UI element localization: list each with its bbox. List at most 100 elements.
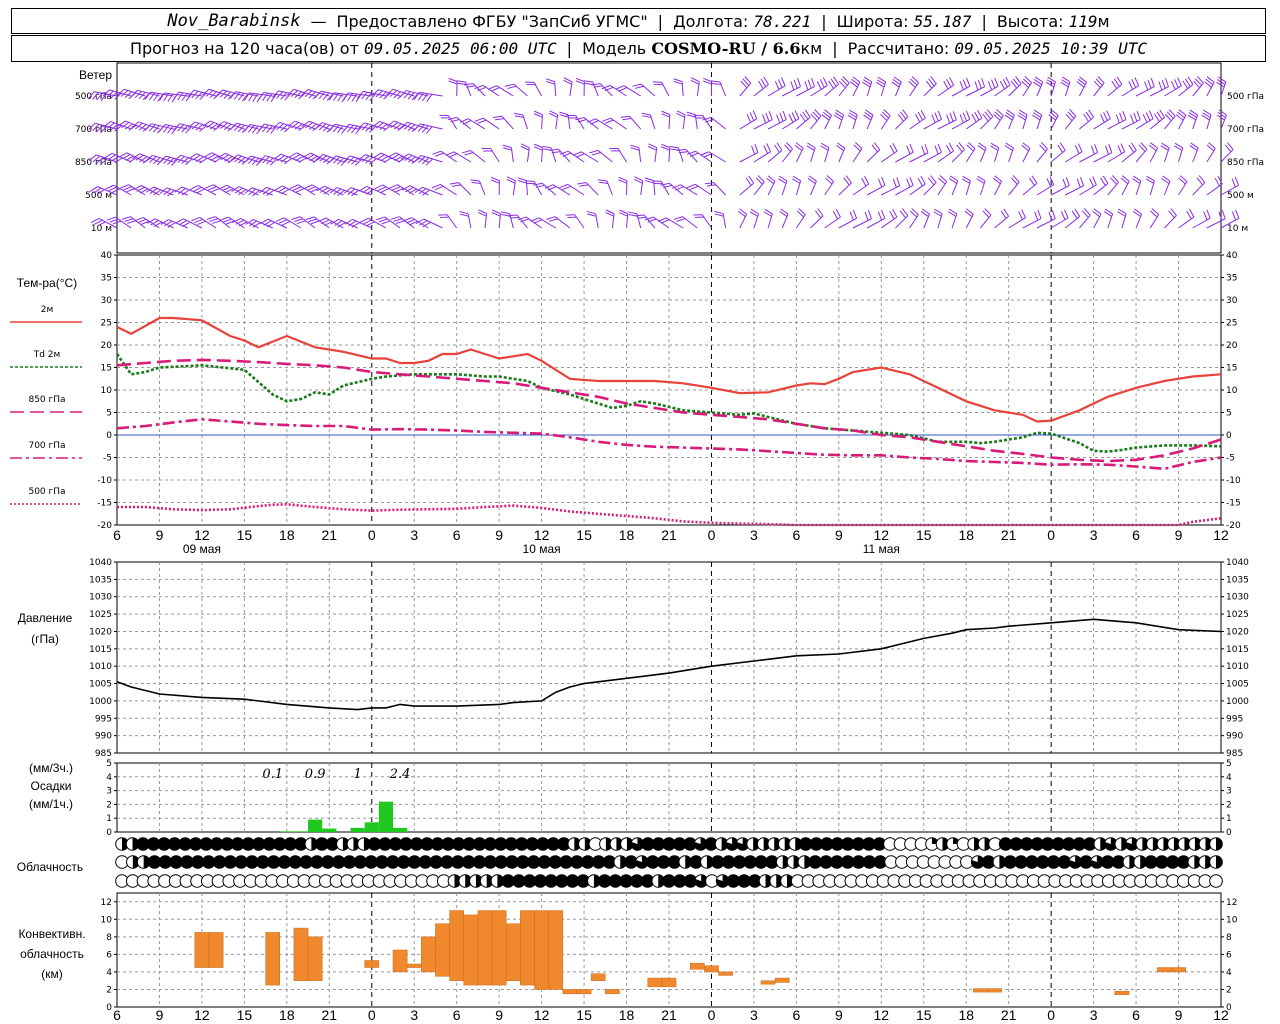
conv-cloud-bar xyxy=(973,988,988,993)
wind-barb-feather xyxy=(544,184,554,189)
conv-cloud-bar xyxy=(987,988,1002,993)
wind-level-label: 500 м xyxy=(85,191,112,201)
wind-barb-feather xyxy=(584,82,594,86)
wind-barb-feather xyxy=(121,216,131,220)
wind-barb-feather xyxy=(764,208,773,215)
cloud-cover-fill xyxy=(1020,837,1033,851)
cloud-cover-fill xyxy=(189,837,202,851)
wind-barb-feather xyxy=(403,217,412,222)
wind-barb-feather xyxy=(233,123,241,132)
wind-barb-feather xyxy=(634,178,643,184)
y-tick-label-right: -10 xyxy=(1226,476,1241,486)
wind-barb-feather xyxy=(173,154,182,162)
cloud-circles xyxy=(115,837,1223,888)
wind-barb-feather xyxy=(231,186,240,192)
cloud-cover-fill xyxy=(440,855,454,869)
wind-barb-feather xyxy=(266,221,276,228)
wind-barb-feather xyxy=(114,157,123,164)
day-label: 09 мая xyxy=(183,542,221,556)
cloud-cover-fill xyxy=(754,855,768,869)
wind-barb-feather xyxy=(784,144,792,152)
wind-barb-feather xyxy=(140,220,150,226)
cloud-cover-fill xyxy=(619,874,633,888)
wind-barb-feather xyxy=(280,156,289,163)
wind-barb-feather xyxy=(1117,145,1123,154)
cloud-cover-fill xyxy=(1144,855,1158,869)
wind-barb-feather xyxy=(1019,109,1028,116)
cloud-cover-fill xyxy=(143,855,150,869)
wind-barb-feather xyxy=(590,120,599,125)
cloud-cover-fill xyxy=(494,855,508,869)
wind-barb-feather xyxy=(790,81,795,91)
wind-barb-feather xyxy=(181,125,189,133)
wind-barb-staff xyxy=(380,152,401,163)
wind-barb-feather xyxy=(1198,175,1206,183)
wind-barb-feather xyxy=(604,119,614,124)
wind-barb-feather xyxy=(915,113,921,123)
wind-barb-feather xyxy=(305,216,315,221)
wind-barb-feather xyxy=(373,152,382,159)
wind-barb-feather xyxy=(1006,109,1015,116)
wind-barb-feather xyxy=(144,91,151,100)
y-tick-label-right: 25 xyxy=(1226,319,1237,329)
x-tick-label: 3 xyxy=(750,527,758,543)
x-tick-label: 21 xyxy=(661,527,677,543)
x-tick-label: 15 xyxy=(237,1007,253,1023)
wind-barb-feather xyxy=(343,155,351,163)
temp-x-ticks: 6 9 12 15 18 21 0 3 6 9 12 15 18 21 0 3 6 9 12 15 18 21 0 3 6 9 12 xyxy=(113,527,1229,543)
x-tick-label: 6 xyxy=(453,527,461,543)
y-tick-label-right: 0 xyxy=(1226,828,1232,838)
wind-barb-feather xyxy=(1133,208,1142,215)
wind-barb-feather xyxy=(100,125,108,134)
wind-barb-feather xyxy=(272,90,279,98)
wind-barb-feather xyxy=(149,156,157,163)
wind-barb-feather xyxy=(917,177,923,187)
wind-barb-feather xyxy=(877,178,883,188)
wind-barb-feather xyxy=(755,177,763,185)
y-tick-label-left: 1010 xyxy=(89,662,112,672)
wind-barb-feather xyxy=(1133,175,1142,182)
lon-label: Долгота: xyxy=(673,11,749,31)
wind-barb-feather xyxy=(292,186,302,191)
wind-barb-staff xyxy=(1164,215,1177,229)
wind-barb-feather xyxy=(258,123,265,132)
wind-barb-feather xyxy=(361,91,368,100)
wind-barb-feather xyxy=(956,144,963,153)
cloud-cover-fill xyxy=(1216,855,1223,869)
wind-barb-feather xyxy=(1161,79,1166,89)
cloud-cover-fill xyxy=(673,837,686,851)
wind-barb-feather xyxy=(336,157,345,165)
wind-barb-feather xyxy=(799,113,806,122)
wind-barb-feather xyxy=(319,187,329,193)
wind-barb-feather xyxy=(206,122,215,129)
wind-barb-feather xyxy=(354,158,363,166)
wind-barb-feather xyxy=(203,152,213,158)
wind-barb-feather xyxy=(1062,76,1071,83)
wind-barb-feather xyxy=(456,80,466,83)
conv-cloud-bar xyxy=(1114,990,1130,995)
cloud-cover-fill xyxy=(566,874,579,888)
wind-barb-feather xyxy=(817,208,824,217)
wind-barb-staff xyxy=(1178,216,1195,229)
wind-barb-feather xyxy=(152,125,160,133)
wind-barb-feather xyxy=(413,123,421,131)
wind-barb-feather xyxy=(676,218,686,222)
conv-cloud-bar xyxy=(463,914,479,986)
wind-barb-feather xyxy=(1133,112,1138,122)
wind-barb-feather xyxy=(471,181,481,185)
wind-barb-staff xyxy=(111,152,132,163)
wind-barb-feather xyxy=(376,154,385,160)
wind-barb-feather xyxy=(661,146,670,151)
lat-label: Широта: xyxy=(836,11,909,31)
wind-barb-feather xyxy=(1150,77,1155,87)
wind-barb-feather xyxy=(266,189,275,196)
wind-barb-feather xyxy=(270,126,277,134)
x-tick-label: 6 xyxy=(113,1007,121,1023)
wind-barb-feather xyxy=(408,156,416,163)
wind-level-label: 10 м xyxy=(91,224,112,234)
wind-barb-feather xyxy=(1158,81,1163,91)
cloud-cover-fill xyxy=(1003,855,1017,869)
cloud-cover-fill xyxy=(1041,837,1054,851)
wind-barb-feather xyxy=(1021,209,1026,218)
wind-barb-feather xyxy=(546,216,556,220)
